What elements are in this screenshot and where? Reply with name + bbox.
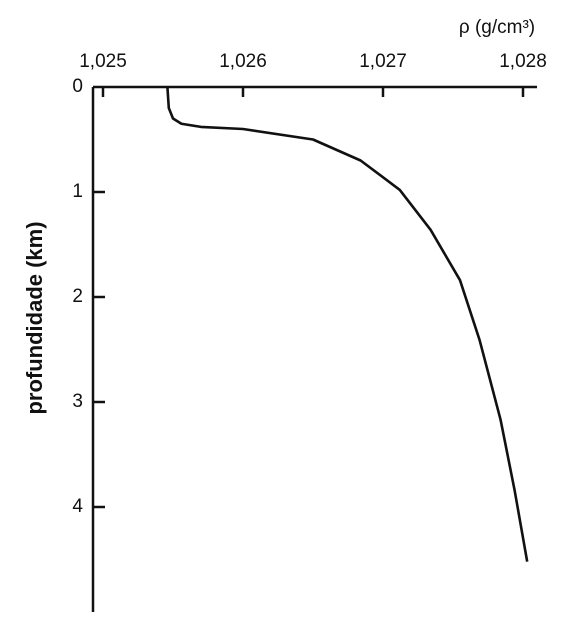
y-tick-label: 1 — [72, 181, 83, 202]
x-tick-label: 1,025 — [79, 51, 127, 72]
x-tick-label: 1,027 — [359, 51, 407, 72]
x-axis-label: ρ (g/cm³) — [459, 17, 535, 38]
x-tick-label: 1,026 — [219, 51, 267, 72]
y-tick-label: 0 — [72, 76, 83, 97]
data-line — [166, 86, 529, 562]
y-tick-label: 2 — [72, 286, 83, 307]
y-tick-label: 3 — [72, 391, 83, 412]
x-tick-label: 1,028 — [499, 51, 547, 72]
y-tick-label: 4 — [72, 496, 83, 517]
y-axis-label: profundidade (km) — [22, 221, 47, 414]
